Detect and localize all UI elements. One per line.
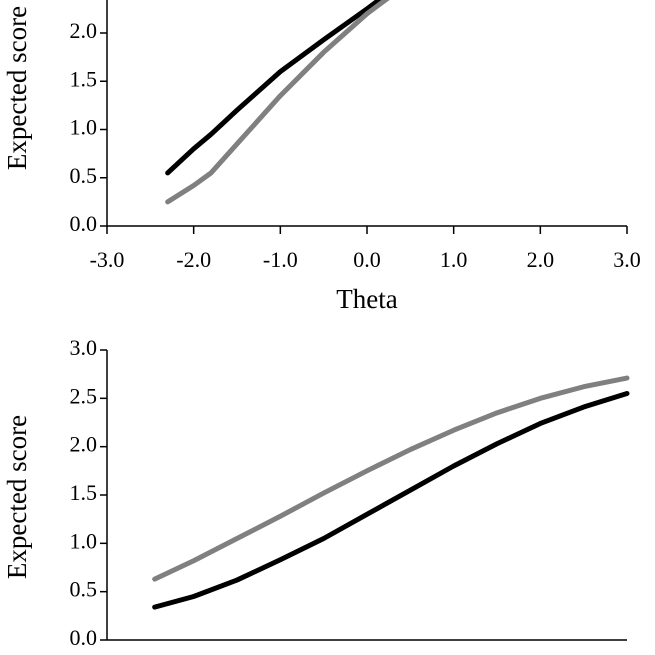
y-axis-title: Expected score [2,415,32,579]
y-tick-label: 0.0 [70,625,98,650]
x-tick-label: 1.0 [440,247,468,272]
x-tick-label: -1.0 [263,247,298,272]
line-series [165,0,384,176]
chart-panel: 0.0 0.5 1.0 1.5 2.0 2.5 3.0 Expected score [2,335,630,650]
x-tick-label: 2.0 [527,247,555,272]
y-tick-label: 0.5 [70,577,98,602]
x-tick-label: 0.0 [353,247,381,272]
y-tick-label: 0.0 [70,211,98,236]
y-tick-label: 2.0 [70,432,98,457]
line-series [152,375,630,582]
x-tick-label: -3.0 [90,247,125,272]
y-tick-label: 1.5 [70,66,98,91]
y-tick-label: 1.0 [70,528,98,553]
y-tick-label: 1.5 [70,480,98,505]
line-series [165,0,390,205]
y-tick-label: 2.5 [70,383,98,408]
x-axis-title: Theta [336,284,397,314]
y-axis-title: Expected score [2,6,32,170]
line-series [152,391,630,610]
y-tick-label: 3.0 [70,335,98,360]
chart-panel: 0.0 0.5 1.0 1.5 2.0 -3.0 -2.0 -1.0 0.0 1.0 2.0 3.0 E… [2,0,641,314]
y-tick-label: 0.5 [70,163,98,188]
y-tick-label: 2.0 [70,18,98,43]
x-tick-label: 3.0 [613,247,641,272]
y-tick-label: 1.0 [70,115,98,140]
x-tick-label: -2.0 [176,247,211,272]
